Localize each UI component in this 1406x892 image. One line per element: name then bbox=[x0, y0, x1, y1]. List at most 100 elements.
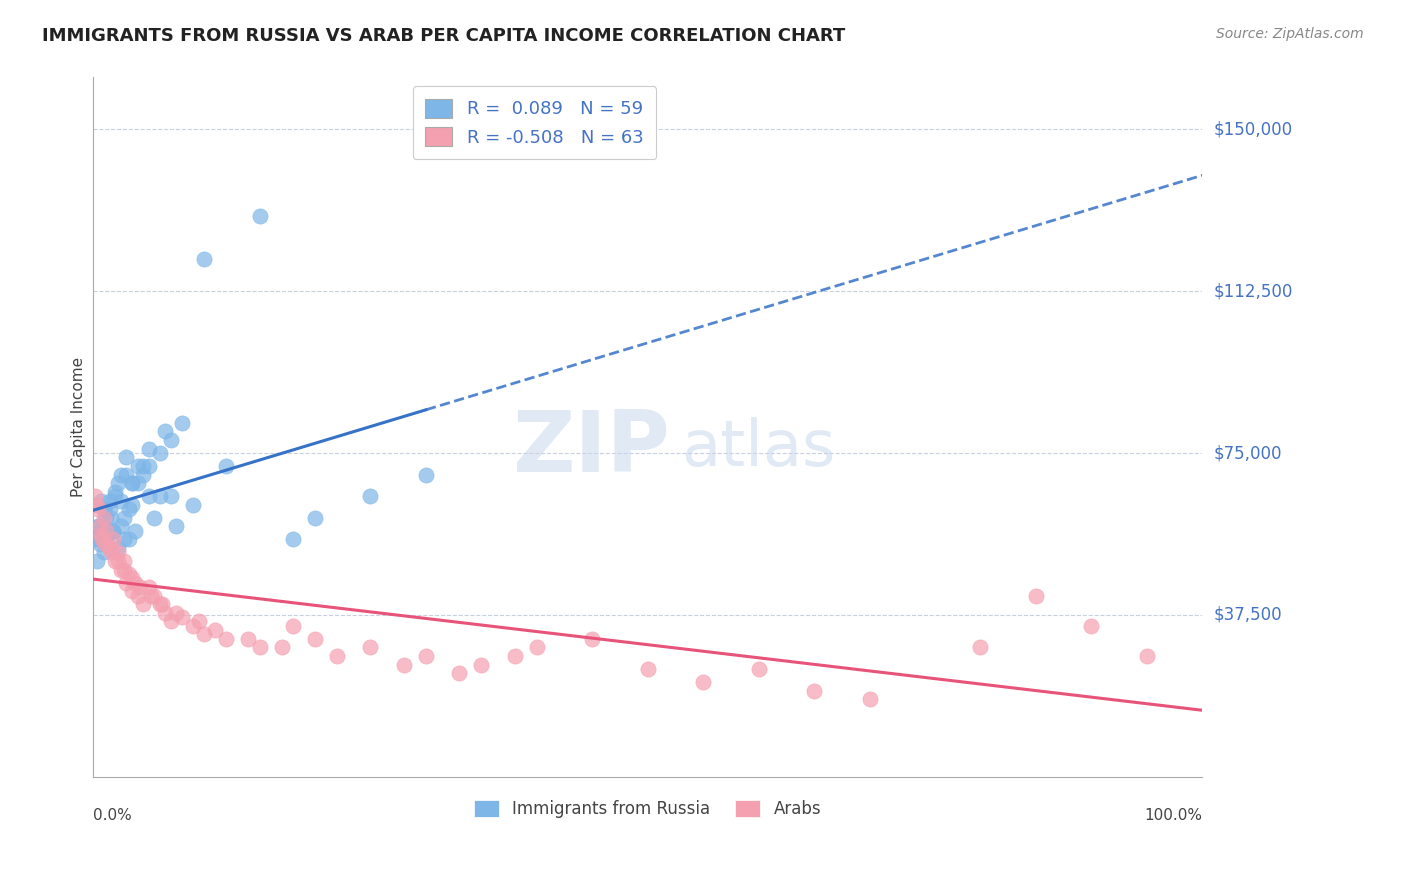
Point bbox=[94, 537, 117, 551]
Point bbox=[138, 442, 160, 456]
Point bbox=[112, 554, 135, 568]
Legend: Immigrants from Russia, Arabs: Immigrants from Russia, Arabs bbox=[467, 793, 828, 824]
Point bbox=[526, 640, 548, 655]
Point bbox=[91, 533, 114, 547]
Point bbox=[87, 533, 110, 547]
Point bbox=[86, 502, 108, 516]
Point bbox=[159, 615, 181, 629]
Point bbox=[121, 476, 143, 491]
Point bbox=[107, 476, 129, 491]
Point bbox=[98, 493, 121, 508]
Point bbox=[84, 533, 107, 547]
Point bbox=[193, 627, 215, 641]
Text: 0.0%: 0.0% bbox=[93, 808, 132, 823]
Point bbox=[1025, 589, 1047, 603]
Point bbox=[87, 519, 110, 533]
Point bbox=[470, 657, 492, 672]
Point bbox=[165, 519, 187, 533]
Point bbox=[112, 563, 135, 577]
Point bbox=[86, 554, 108, 568]
Point bbox=[187, 615, 209, 629]
Point bbox=[112, 511, 135, 525]
Point bbox=[159, 433, 181, 447]
Point bbox=[104, 484, 127, 499]
Point bbox=[124, 575, 146, 590]
Point bbox=[170, 610, 193, 624]
Point bbox=[104, 489, 127, 503]
Point bbox=[115, 450, 138, 465]
Text: $112,500: $112,500 bbox=[1213, 282, 1292, 300]
Point bbox=[359, 489, 381, 503]
Point bbox=[581, 632, 603, 646]
Point bbox=[98, 541, 121, 555]
Point bbox=[143, 511, 166, 525]
Point bbox=[415, 467, 437, 482]
Point bbox=[155, 425, 177, 439]
Point bbox=[110, 563, 132, 577]
Point bbox=[170, 416, 193, 430]
Point bbox=[101, 524, 124, 538]
Point bbox=[132, 458, 155, 473]
Point bbox=[118, 502, 141, 516]
Point bbox=[155, 606, 177, 620]
Point bbox=[181, 498, 204, 512]
Point bbox=[359, 640, 381, 655]
Point bbox=[93, 502, 115, 516]
Point bbox=[90, 493, 112, 508]
Point bbox=[110, 519, 132, 533]
Point bbox=[110, 493, 132, 508]
Point bbox=[249, 640, 271, 655]
Point bbox=[93, 502, 115, 516]
Point bbox=[748, 662, 770, 676]
Point bbox=[101, 533, 124, 547]
Point bbox=[107, 545, 129, 559]
Point bbox=[143, 589, 166, 603]
Point bbox=[100, 511, 122, 525]
Point bbox=[392, 657, 415, 672]
Text: Source: ZipAtlas.com: Source: ZipAtlas.com bbox=[1216, 27, 1364, 41]
Point bbox=[326, 648, 349, 663]
Point bbox=[121, 476, 143, 491]
Point bbox=[304, 511, 326, 525]
Point bbox=[132, 597, 155, 611]
Point bbox=[127, 476, 149, 491]
Point bbox=[90, 528, 112, 542]
Point bbox=[238, 632, 260, 646]
Point bbox=[127, 589, 149, 603]
Text: $75,000: $75,000 bbox=[1213, 444, 1282, 462]
Point bbox=[118, 566, 141, 581]
Point bbox=[128, 580, 150, 594]
Point bbox=[215, 632, 238, 646]
Text: 100.0%: 100.0% bbox=[1144, 808, 1202, 823]
Point bbox=[139, 589, 162, 603]
Point bbox=[132, 467, 155, 482]
Point bbox=[101, 524, 124, 538]
Point bbox=[121, 571, 143, 585]
Point bbox=[449, 666, 471, 681]
Point bbox=[138, 489, 160, 503]
Point bbox=[115, 467, 138, 482]
Point bbox=[107, 541, 129, 555]
Point bbox=[304, 632, 326, 646]
Y-axis label: Per Capita Income: Per Capita Income bbox=[72, 357, 86, 497]
Point bbox=[193, 252, 215, 266]
Point bbox=[803, 683, 825, 698]
Point bbox=[281, 533, 304, 547]
Point bbox=[138, 580, 160, 594]
Point bbox=[181, 619, 204, 633]
Point bbox=[149, 489, 172, 503]
Point bbox=[124, 524, 146, 538]
Point bbox=[692, 674, 714, 689]
Point bbox=[94, 528, 117, 542]
Point bbox=[858, 692, 880, 706]
Point bbox=[86, 498, 108, 512]
Point bbox=[150, 597, 173, 611]
Text: ZIP: ZIP bbox=[512, 407, 669, 490]
Point bbox=[96, 511, 118, 525]
Point bbox=[112, 533, 135, 547]
Point bbox=[969, 640, 991, 655]
Point bbox=[149, 446, 172, 460]
Point bbox=[281, 619, 304, 633]
Point bbox=[93, 545, 115, 559]
Point bbox=[149, 597, 172, 611]
